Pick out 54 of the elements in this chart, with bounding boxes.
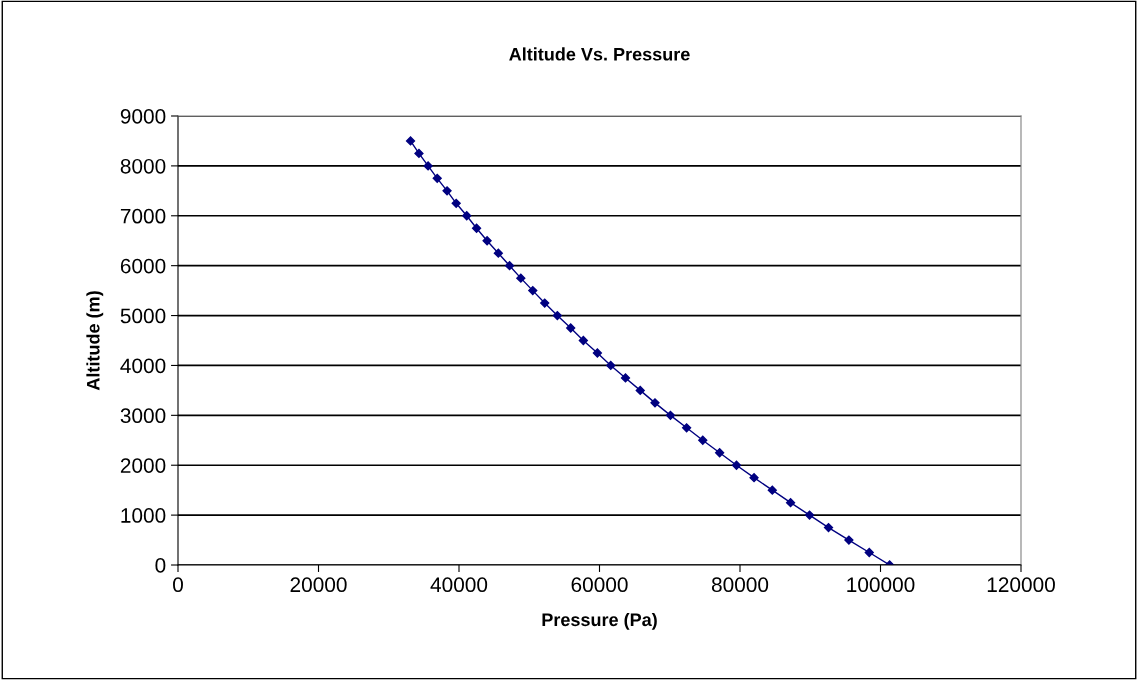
x-tick-label: 60000 xyxy=(571,577,628,593)
point xyxy=(635,385,645,396)
point xyxy=(698,435,708,445)
point xyxy=(823,522,834,533)
y-tick-label: 3000 xyxy=(120,408,166,424)
point xyxy=(665,410,676,420)
point xyxy=(620,373,631,383)
point xyxy=(482,236,492,246)
point xyxy=(462,211,472,221)
point xyxy=(767,485,777,495)
point xyxy=(749,473,759,483)
y-tick-label: 9000 xyxy=(120,109,166,124)
point xyxy=(528,285,538,296)
y-tick-label: 8000 xyxy=(120,158,166,174)
point xyxy=(552,310,562,321)
x-tick-label: 100000 xyxy=(847,577,915,593)
point xyxy=(864,547,874,558)
point xyxy=(442,186,452,196)
point xyxy=(844,535,854,545)
x-tick-label: 80000 xyxy=(711,577,769,593)
y-tick-label: 4000 xyxy=(120,358,166,374)
x-tick-label: 120000 xyxy=(987,577,1055,593)
point xyxy=(785,498,796,508)
x-tick-label: 20000 xyxy=(290,577,347,593)
point xyxy=(493,248,503,258)
y-tick-label: 6000 xyxy=(120,258,166,274)
point xyxy=(592,348,603,358)
y-axis-title: Altitude (m) xyxy=(86,291,104,391)
point xyxy=(731,460,742,470)
point xyxy=(715,448,725,458)
y-tick-label: 0 xyxy=(155,558,166,573)
y-tick-label: 1000 xyxy=(121,508,166,523)
y-tick-label: 5000 xyxy=(120,308,166,324)
y-tick-label: 2000 xyxy=(120,458,166,473)
point xyxy=(504,261,515,271)
point xyxy=(405,136,416,146)
point xyxy=(578,335,588,346)
point xyxy=(681,423,692,433)
point xyxy=(606,360,616,371)
point xyxy=(566,323,576,333)
x-axis-title: Pressure (Pa) xyxy=(542,612,657,630)
chart-title: Altitude Vs. Pressure xyxy=(509,47,690,61)
point xyxy=(432,173,442,183)
point xyxy=(516,273,526,283)
point xyxy=(540,298,550,308)
x-tick-label: 0 xyxy=(173,577,183,593)
point xyxy=(423,161,433,171)
point xyxy=(471,223,482,233)
y-tick-label: 7000 xyxy=(120,208,166,224)
point xyxy=(414,148,424,159)
point xyxy=(804,510,815,520)
point xyxy=(451,198,461,208)
point xyxy=(650,398,660,408)
x-tick-label: 40000 xyxy=(430,577,488,593)
